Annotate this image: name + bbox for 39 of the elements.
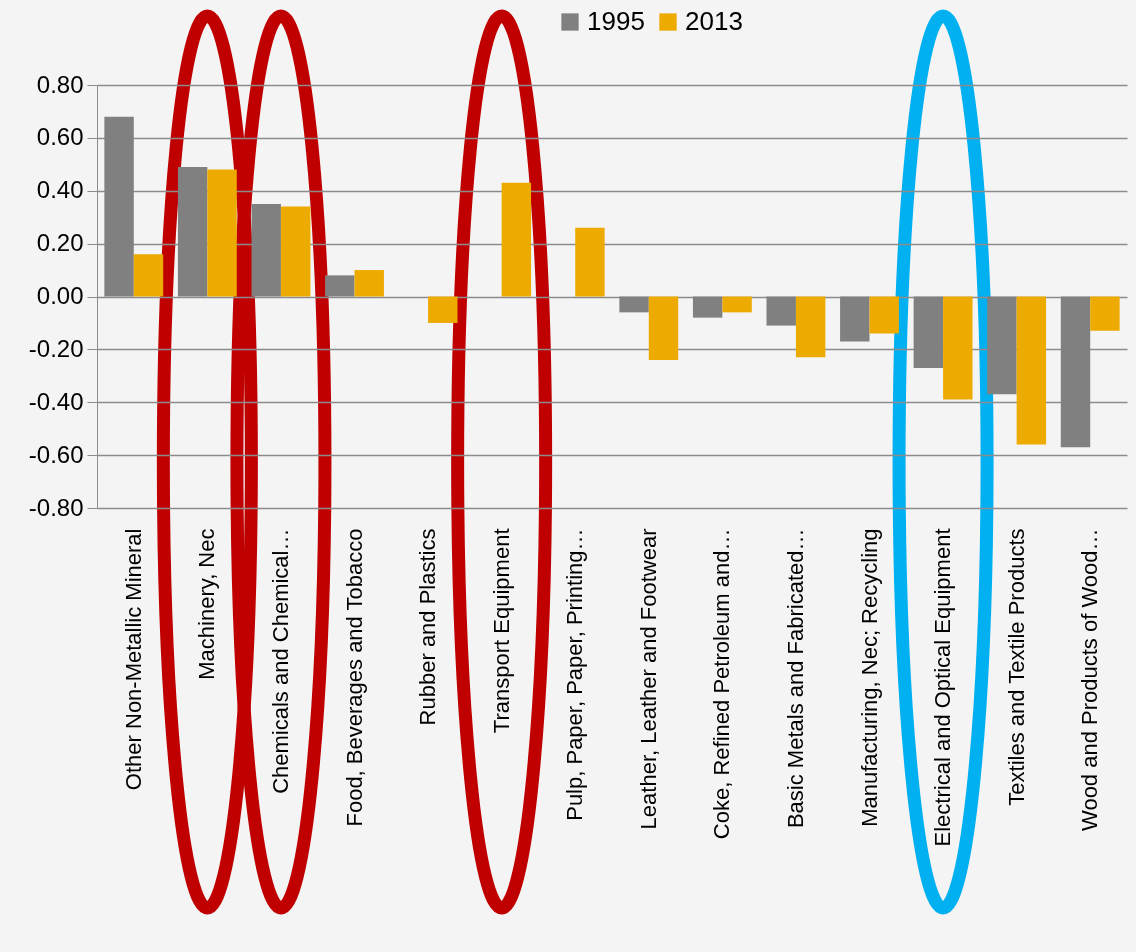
legend-label: 1995 (587, 6, 645, 36)
bar (354, 270, 384, 297)
x-tick-label: Wood and Products of Wood… (1077, 528, 1103, 831)
x-tick-label: Other Non-Metallic Mineral (120, 528, 146, 791)
y-tick-label: 0.00 (36, 282, 84, 309)
x-tick-label: Machinery, Nec (194, 528, 220, 680)
x-tick-label: Chemicals and Chemical… (267, 528, 293, 794)
y-tick-label: 0.20 (36, 229, 84, 257)
bar (943, 296, 973, 400)
x-tick-label: Leather, Leather and Footwear (635, 528, 661, 830)
bar (722, 296, 752, 313)
x-tick-label: Pulp, Paper, Paper, Printing… (562, 528, 588, 821)
y-tick-label: -0.60 (28, 440, 84, 468)
bar (869, 296, 899, 334)
y-tick-label: -0.20 (28, 334, 84, 362)
x-tick-label: Rubber and Plastics (415, 528, 441, 726)
x-tick-label: Transport Equipment (488, 528, 514, 734)
x-tick-label: Coke, Refined Petroleum and… (709, 528, 735, 840)
y-tick-label: -0.80 (28, 493, 84, 521)
bar (1090, 296, 1120, 331)
y-tick-label: 0.40 (36, 176, 84, 204)
x-tick-label: Manufacturing, Nec; Recycling (856, 528, 882, 827)
x-tick-label: Textiles and Textile Products (1003, 528, 1029, 806)
bar (575, 227, 605, 297)
bar (207, 169, 237, 297)
bar (501, 182, 532, 297)
legend-label: 2013 (685, 6, 743, 36)
bar (648, 296, 679, 360)
bar (428, 296, 458, 323)
x-tick-label: Electrical and Optical Equipment (930, 528, 956, 847)
bar (795, 296, 826, 358)
y-tick-label: 0.60 (36, 123, 84, 151)
y-tick-label: 0.80 (36, 70, 84, 98)
bar (1016, 296, 1047, 445)
bar (280, 206, 311, 297)
x-tick-label: Basic Metals and Fabricated… (782, 528, 808, 829)
y-tick-label: -0.40 (28, 387, 84, 415)
bar (133, 254, 164, 297)
x-tick-label: Food, Beverages and Tobacco (341, 528, 367, 827)
